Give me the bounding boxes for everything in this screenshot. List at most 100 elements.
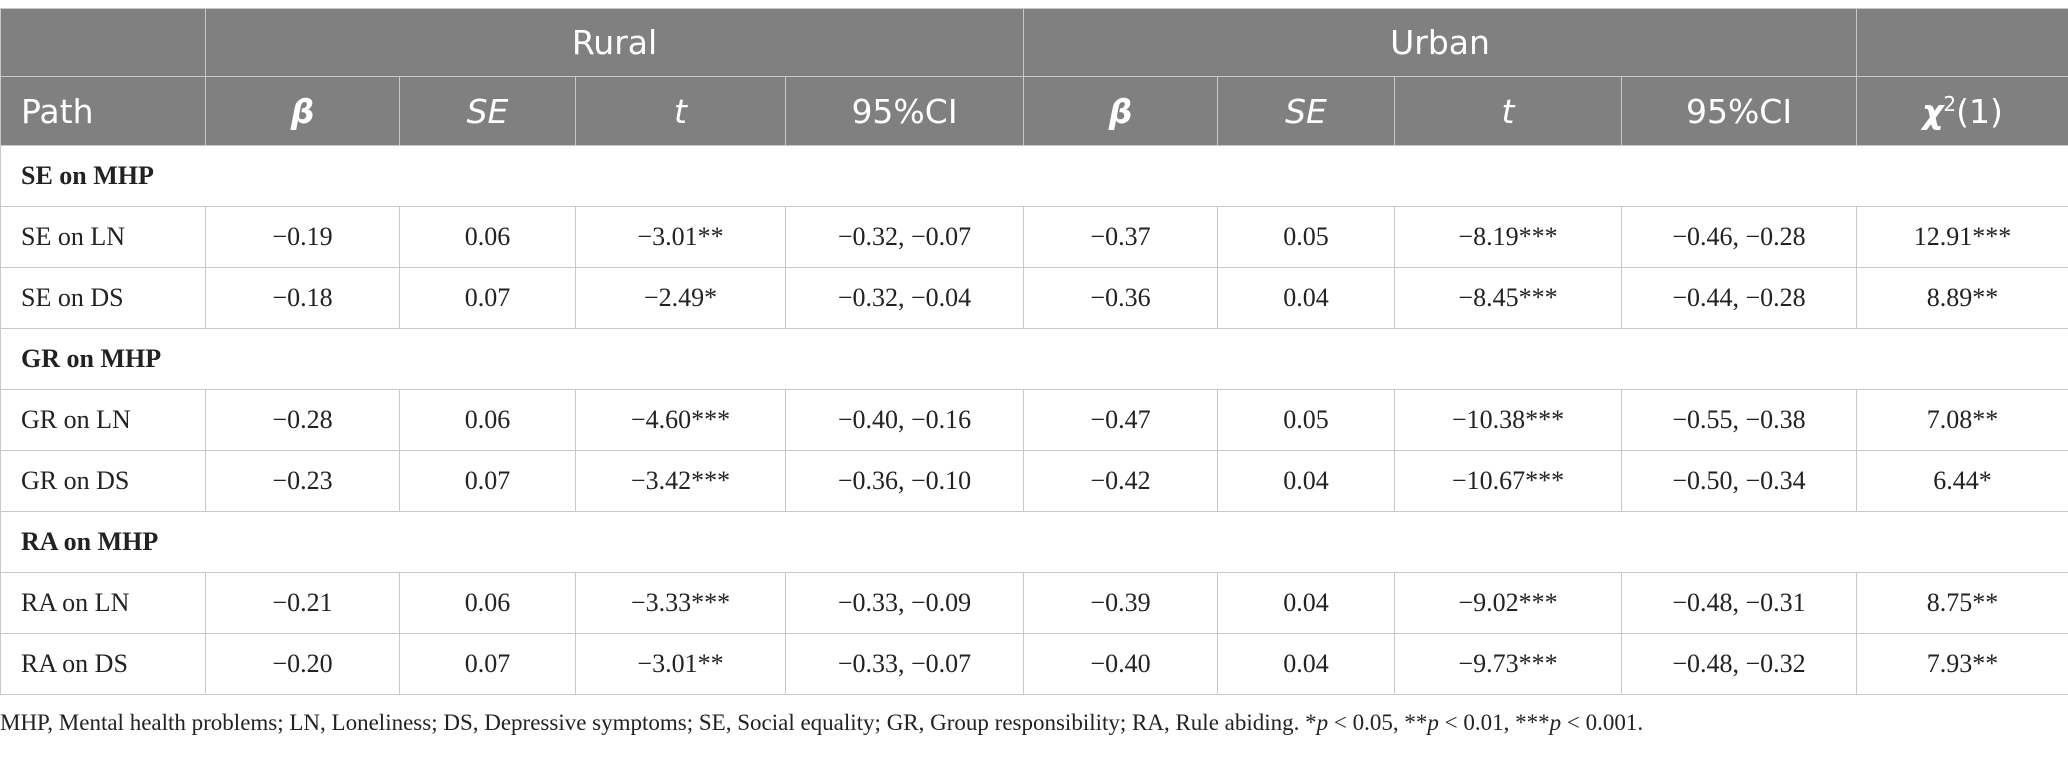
- footnote-abbreviations: MHP, Mental health problems; LN, Lonelin…: [0, 710, 1306, 735]
- col-header-urban-se: SE: [1217, 76, 1396, 146]
- cell-rural-beta: −0.18: [205, 267, 400, 329]
- cell-urban-t: −9.73***: [1394, 633, 1623, 695]
- cell-urban-t: −9.02***: [1394, 572, 1623, 634]
- cell-urban-se: 0.05: [1217, 206, 1396, 268]
- cell-urban-se: 0.05: [1217, 389, 1396, 451]
- cell-chi-square: 12.91***: [1856, 206, 2068, 268]
- cell-urban-ci: −0.46, −0.28: [1621, 206, 1858, 268]
- col-header-rural-ci: 95%CI: [784, 76, 1025, 146]
- footnote-star-1: *: [1305, 710, 1317, 735]
- cell-urban-se: 0.04: [1217, 267, 1396, 329]
- col-header-urban-beta: β: [1023, 76, 1219, 146]
- cell-rural-ci: −0.33, −0.09: [784, 572, 1025, 634]
- cell-rural-beta: −0.20: [205, 633, 400, 695]
- cell-chi-square: 8.89**: [1856, 267, 2068, 329]
- cell-urban-t: −10.38***: [1394, 389, 1623, 451]
- col-header-urban-ci: 95%CI: [1621, 76, 1858, 146]
- chi-symbol: χ: [1922, 91, 1944, 131]
- footnote-threshold-2: < 0.01,: [1438, 710, 1516, 735]
- cell-urban-ci: −0.48, −0.32: [1621, 633, 1858, 695]
- table-row: GR on LN −0.28 0.06 −4.60*** −0.40, −0.16 −0.…: [0, 389, 2068, 451]
- cell-rural-t: −3.42***: [575, 450, 786, 512]
- cell-rural-beta: −0.21: [205, 572, 400, 634]
- cell-urban-beta: −0.37: [1023, 206, 1219, 268]
- cell-rural-beta: −0.23: [205, 450, 400, 512]
- cell-urban-beta: −0.39: [1023, 572, 1219, 634]
- cell-rural-ci: −0.32, −0.04: [784, 267, 1025, 329]
- cell-rural-se: 0.07: [399, 267, 576, 329]
- footnote-star-2: **: [1404, 710, 1428, 735]
- col-header-path: Path: [0, 76, 206, 146]
- group-header-row: Rural Urban: [0, 8, 2068, 77]
- cell-chi-square: 7.08**: [1856, 389, 2068, 451]
- cell-rural-se: 0.06: [399, 389, 576, 451]
- cell-urban-se: 0.04: [1217, 572, 1396, 634]
- cell-urban-ci: −0.48, −0.31: [1621, 572, 1858, 634]
- col-header-rural-t: t: [575, 76, 786, 146]
- cell-urban-ci: −0.55, −0.38: [1621, 389, 1858, 451]
- footnote-p-3: p: [1549, 710, 1562, 735]
- table-row: RA on DS −0.20 0.07 −3.01** −0.33, −0.07 −0.4…: [0, 633, 2068, 695]
- table-row: RA on LN −0.21 0.06 −3.33*** −0.33, −0.09 −0.…: [0, 572, 2068, 634]
- cell-rural-t: −2.49*: [575, 267, 786, 329]
- col-header-rural-se: SE: [399, 76, 576, 146]
- chi-superscript: 2: [1943, 91, 1957, 116]
- cell-path: GR on LN: [0, 389, 206, 451]
- cell-path: RA on DS: [0, 633, 206, 695]
- cell-rural-t: −4.60***: [575, 389, 786, 451]
- cell-urban-beta: −0.36: [1023, 267, 1219, 329]
- results-table: Rural Urban Path β SE t 95%CI β SE t 95%…: [0, 8, 2068, 695]
- cell-rural-t: −3.33***: [575, 572, 786, 634]
- group-header-rural: Rural: [204, 8, 1025, 77]
- cell-urban-beta: −0.40: [1023, 633, 1219, 695]
- table-row: SE on DS −0.18 0.07 −2.49* −0.32, −0.04 −0.36…: [0, 267, 2068, 329]
- footnote-threshold-1: < 0.05,: [1328, 710, 1405, 735]
- table-row: GR on DS −0.23 0.07 −3.42*** −0.36, −0.10 −0.…: [0, 450, 2068, 512]
- cell-rural-t: −3.01**: [575, 633, 786, 695]
- cell-path: SE on LN: [0, 206, 206, 268]
- cell-urban-beta: −0.42: [1023, 450, 1219, 512]
- cell-rural-t: −3.01**: [575, 206, 786, 268]
- footnote-p-1: p: [1316, 710, 1329, 735]
- cell-rural-se: 0.07: [399, 450, 576, 512]
- chi-df: (1): [1956, 91, 2003, 131]
- group-header-blank: [0, 8, 206, 77]
- cell-path: GR on DS: [0, 450, 206, 512]
- section-title: RA on MHP: [0, 511, 2068, 573]
- cell-chi-square: 7.93**: [1856, 633, 2068, 695]
- cell-rural-se: 0.07: [399, 633, 576, 695]
- footnote-p-2: p: [1427, 710, 1439, 735]
- cell-rural-se: 0.06: [399, 206, 576, 268]
- cell-rural-ci: −0.33, −0.07: [784, 633, 1025, 695]
- cell-rural-ci: −0.40, −0.16: [784, 389, 1025, 451]
- footnote-threshold-3: < 0.001.: [1561, 710, 1644, 735]
- cell-chi-square: 8.75**: [1856, 572, 2068, 634]
- cell-path: RA on LN: [0, 572, 206, 634]
- cell-rural-se: 0.06: [399, 572, 576, 634]
- cell-rural-ci: −0.36, −0.10: [784, 450, 1025, 512]
- cell-chi-square: 6.44*: [1856, 450, 2068, 512]
- footnote-star-3: ***: [1515, 710, 1550, 735]
- cell-path: SE on DS: [0, 267, 206, 329]
- section-title: GR on MHP: [0, 328, 2068, 390]
- column-header-row: Path β SE t 95%CI β SE t 95%CI χ2(1): [0, 76, 2068, 146]
- cell-urban-beta: −0.47: [1023, 389, 1219, 451]
- section-header-row: SE on MHP: [0, 145, 2068, 207]
- group-header-blank-end: [1856, 8, 2068, 77]
- cell-urban-se: 0.04: [1217, 450, 1396, 512]
- cell-urban-t: −10.67***: [1394, 450, 1623, 512]
- cell-rural-beta: −0.19: [205, 206, 400, 268]
- col-header-chi-square: χ2(1): [1856, 76, 2068, 146]
- table-row: SE on LN −0.19 0.06 −3.01** −0.32, −0.07 −0.3…: [0, 206, 2068, 268]
- col-header-rural-beta: β: [205, 76, 400, 146]
- group-header-urban: Urban: [1023, 8, 1858, 77]
- section-header-row: RA on MHP: [0, 511, 2068, 573]
- cell-urban-ci: −0.44, −0.28: [1621, 267, 1858, 329]
- section-title: SE on MHP: [0, 145, 2068, 207]
- cell-urban-t: −8.19***: [1394, 206, 1623, 268]
- cell-urban-se: 0.04: [1217, 633, 1396, 695]
- table-footnote: MHP, Mental health problems; LN, Lonelin…: [0, 710, 1643, 736]
- section-header-row: GR on MHP: [0, 328, 2068, 390]
- cell-urban-ci: −0.50, −0.34: [1621, 450, 1858, 512]
- cell-rural-ci: −0.32, −0.07: [784, 206, 1025, 268]
